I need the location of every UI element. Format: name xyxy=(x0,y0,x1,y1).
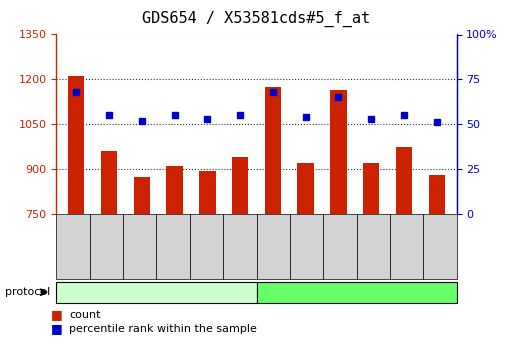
Text: GSM11210: GSM11210 xyxy=(69,222,77,271)
Text: sedentary: sedentary xyxy=(128,287,185,297)
Text: ■: ■ xyxy=(51,308,63,322)
Bar xyxy=(265,87,281,214)
Text: GSM11211: GSM11211 xyxy=(102,222,111,271)
Text: GSM11204: GSM11204 xyxy=(269,222,278,271)
Bar xyxy=(199,171,215,214)
Bar xyxy=(429,175,445,214)
Bar xyxy=(101,151,117,214)
Text: GSM11214: GSM11214 xyxy=(202,222,211,271)
Text: GSM11208: GSM11208 xyxy=(402,222,411,271)
Text: GSM11207: GSM11207 xyxy=(369,222,378,271)
Bar xyxy=(396,147,412,214)
Text: count: count xyxy=(69,310,101,320)
Bar xyxy=(298,163,314,214)
Bar xyxy=(133,177,150,214)
Text: GSM11206: GSM11206 xyxy=(336,222,344,271)
Text: GSM11213: GSM11213 xyxy=(169,222,177,271)
Text: GSM11205: GSM11205 xyxy=(302,222,311,271)
Text: GSM11215: GSM11215 xyxy=(235,222,244,271)
Text: GSM11209: GSM11209 xyxy=(436,222,444,271)
Text: GDS654 / X53581cds#5_f_at: GDS654 / X53581cds#5_f_at xyxy=(143,10,370,27)
Text: GSM11212: GSM11212 xyxy=(135,222,144,271)
Text: percentile rank within the sample: percentile rank within the sample xyxy=(69,324,257,334)
Bar xyxy=(166,166,183,214)
Text: protocol: protocol xyxy=(5,287,50,297)
Bar xyxy=(330,90,347,214)
Bar xyxy=(232,157,248,214)
Bar xyxy=(363,163,380,214)
Bar xyxy=(68,76,84,214)
Text: active: active xyxy=(340,287,373,297)
Text: ■: ■ xyxy=(51,322,63,335)
